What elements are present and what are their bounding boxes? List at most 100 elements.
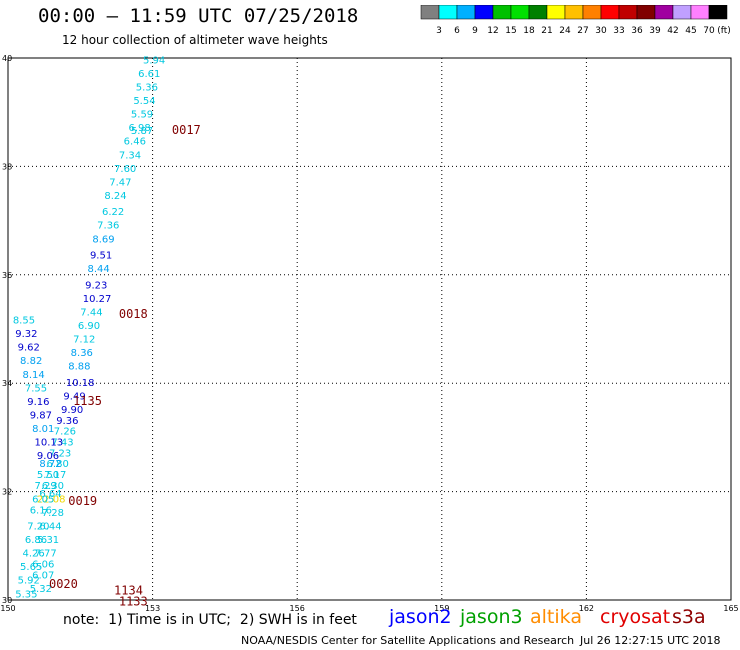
legend-label: 36 xyxy=(631,26,643,36)
swh-point: 9.51 xyxy=(90,251,112,262)
swh-point: 8.72 xyxy=(39,459,61,470)
legend-label: 21 xyxy=(541,26,552,36)
swh-point: 10.27 xyxy=(83,294,112,305)
swh-point: 7.17 xyxy=(44,470,66,481)
swh-point: 8.55 xyxy=(13,316,35,327)
y-tick-label: 30 xyxy=(2,596,12,605)
pass-time-label: 0018 xyxy=(119,307,148,321)
swh-point: 9.23 xyxy=(85,280,107,291)
swh-point: 4.26 xyxy=(22,549,44,560)
legend-label: 24 xyxy=(559,26,571,36)
chart-title: 00:00 – 11:59 UTC 07/25/2018 xyxy=(38,5,359,27)
legend-swatch xyxy=(492,5,512,20)
swh-point: 8.24 xyxy=(104,191,126,202)
legend-label: 42 xyxy=(667,26,678,36)
swh-point: 7.44 xyxy=(80,307,102,318)
legend-label: 9 xyxy=(472,26,478,36)
swh-point: 7.23 xyxy=(49,448,71,459)
legend-swatch xyxy=(528,5,548,20)
legend-swatch xyxy=(600,5,620,20)
pass-time-label: 0019 xyxy=(68,494,97,508)
swh-point: 10.13 xyxy=(35,438,64,449)
swh-point: 22.08 xyxy=(37,494,66,505)
mission-jason3: jason3 xyxy=(460,606,523,628)
legend-swatch xyxy=(636,5,656,20)
swh-point: 6.22 xyxy=(102,207,124,218)
swh-point: 8.36 xyxy=(71,348,93,359)
legend-swatch xyxy=(474,5,494,20)
legend-label: 70 xyxy=(703,26,715,36)
swh-point: 5.50 xyxy=(37,470,59,481)
swh-point: 6.98 xyxy=(129,123,151,134)
swh-point: 5.65 xyxy=(20,562,42,573)
swh-point: 8.69 xyxy=(92,234,114,245)
pass-time-label: 1134 xyxy=(114,584,143,598)
legend-label: 15 xyxy=(505,26,516,36)
swh-point: 5.92 xyxy=(18,576,40,587)
legend-label: 30 xyxy=(595,26,607,36)
legend-unit: (ft) xyxy=(717,26,730,36)
swh-point: 7.20 xyxy=(27,522,49,533)
swh-point: 10.18 xyxy=(66,378,95,389)
swh-point: 5.36 xyxy=(136,83,158,94)
swh-point: 8.82 xyxy=(20,356,42,367)
swh-point: 7.34 xyxy=(119,150,141,161)
legend-label: 45 xyxy=(685,26,696,36)
y-tick-label: 32 xyxy=(2,488,12,497)
swh-point: 7.26 xyxy=(54,427,76,438)
color-legend: 3 6 9 12 15 18 21 24 27 30 33 36 39 42 45 70 (ft) xyxy=(420,5,730,36)
swh-point: 9.49 xyxy=(63,391,85,402)
swh-point: 7.43 xyxy=(51,438,73,449)
swh-point: 5.35 xyxy=(15,589,37,600)
pass-time-label: 1133 xyxy=(119,594,148,608)
swh-point: 6.05 xyxy=(32,494,54,505)
legend-swatch xyxy=(582,5,602,20)
swh-point: 5.32 xyxy=(30,584,52,595)
swh-point: 6.61 xyxy=(138,69,160,80)
legend-swatch xyxy=(654,5,674,20)
swh-point: 9.16 xyxy=(27,397,49,408)
legend-swatch xyxy=(708,5,728,20)
legend-swatch xyxy=(420,5,440,20)
legend-swatch xyxy=(618,5,638,20)
legend-label: 6 xyxy=(454,26,460,36)
swh-point: 5.94 xyxy=(143,55,165,66)
swh-point: 9.32 xyxy=(15,329,37,340)
legend-swatch xyxy=(456,5,476,20)
legend-swatch xyxy=(546,5,566,20)
swh-point: 6.80 xyxy=(47,459,69,470)
swh-point: 8.88 xyxy=(68,362,90,373)
y-tick-label: 38 xyxy=(2,162,12,171)
y-tick-label: 34 xyxy=(2,379,12,388)
plot-frame xyxy=(7,57,732,601)
legend-label: 3 xyxy=(436,26,442,36)
swh-point: 6.46 xyxy=(124,137,146,148)
swh-point: 6.07 xyxy=(32,570,54,581)
legend-label: 33 xyxy=(613,26,624,36)
swh-point: 7.47 xyxy=(109,177,131,188)
swh-point: 7.55 xyxy=(25,383,47,394)
credit-text: NOAA/NESDIS Center for Satellite Applica… xyxy=(241,634,575,647)
legend-label: 39 xyxy=(649,26,661,36)
legend-label: 18 xyxy=(523,26,535,36)
legend-swatch xyxy=(438,5,458,20)
legend-swatch xyxy=(510,5,530,20)
swh-point: 7.36 xyxy=(97,221,119,232)
legend-swatch xyxy=(690,5,710,20)
pass-time-label: 0020 xyxy=(49,577,78,591)
pass-time-label: 1135 xyxy=(73,394,102,408)
note-text: note: 1) Time is in UTC; 2) SWH is in fe… xyxy=(63,612,357,628)
swh-point: 9.06 xyxy=(37,451,59,462)
x-tick-label: 150 xyxy=(0,604,15,613)
swh-point: 9.36 xyxy=(56,416,78,427)
swh-point: 5.87 xyxy=(131,126,153,137)
swh-point: 8.14 xyxy=(22,370,44,381)
chart-subtitle: 12 hour collection of altimeter wave hei… xyxy=(62,33,328,47)
swh-point: 6.16 xyxy=(30,505,52,516)
timestamp-text: Jul 26 12:27:15 UTC 2018 xyxy=(580,634,721,647)
swh-point: 7.77 xyxy=(35,549,57,560)
legend-label: 27 xyxy=(577,26,588,36)
swh-point: 7.60 xyxy=(114,164,136,175)
swh-point: 6.86 xyxy=(25,535,47,546)
